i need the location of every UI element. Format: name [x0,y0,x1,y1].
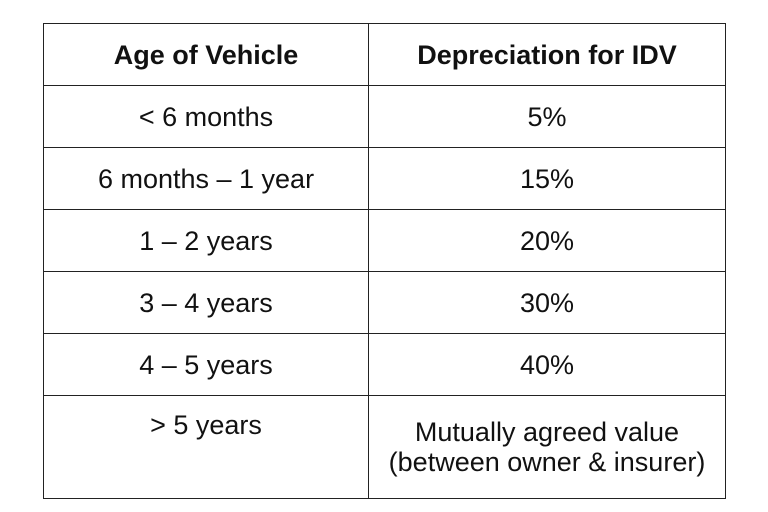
table-row: < 6 months 5% [43,85,726,148]
depreciation-cell: 40% [368,333,726,396]
depreciation-value: 30% [519,287,575,318]
age-cell: < 6 months [43,85,369,148]
age-cell: 3 – 4 years [43,271,369,334]
depreciation-cell: 20% [368,209,726,272]
header-age-of-vehicle: Age of Vehicle [43,23,369,86]
header-depreciation-for-idv: Depreciation for IDV [368,23,726,86]
depreciation-cell: 5% [368,85,726,148]
depreciation-value: 15% [519,163,575,194]
table-row: > 5 years Mutually agreed value (between… [43,395,726,499]
depreciation-value-line-1: Mutually agreed value [414,417,680,447]
depreciation-cell: 15% [368,147,726,210]
table-row: 4 – 5 years 40% [43,333,726,396]
table-header-row: Age of Vehicle Depreciation for IDV [43,23,726,86]
table-row: 6 months – 1 year 15% [43,147,726,210]
table-row: 1 – 2 years 20% [43,209,726,272]
age-cell: 1 – 2 years [43,209,369,272]
depreciation-value-line-2: (between owner & insurer) [388,447,706,477]
depreciation-cell: Mutually agreed value (between owner & i… [368,395,726,499]
age-cell: 6 months – 1 year [43,147,369,210]
age-cell: 4 – 5 years [43,333,369,396]
depreciation-value: 40% [519,349,575,380]
age-cell: > 5 years [43,395,369,499]
depreciation-cell: 30% [368,271,726,334]
depreciation-value: 5% [527,101,567,132]
depreciation-table: Age of Vehicle Depreciation for IDV < 6 … [43,23,726,499]
depreciation-value: 20% [519,225,575,256]
table-row: 3 – 4 years 30% [43,271,726,334]
